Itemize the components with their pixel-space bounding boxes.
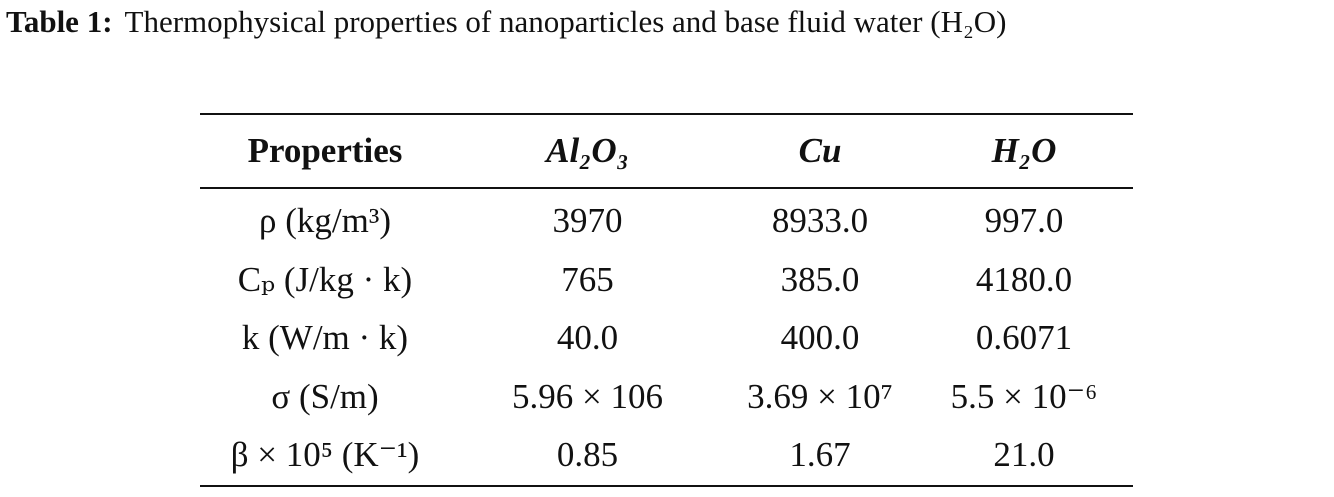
table-row: Cₚ (J/kg · k) 765 385.0 4180.0 xyxy=(200,251,1133,310)
column-header: H₂O xyxy=(991,131,1057,170)
column-header: Properties xyxy=(247,131,403,170)
cell: 0.6071 xyxy=(975,318,1073,358)
column-header: Cu xyxy=(798,131,842,170)
cell: 3.69 × 10⁷ xyxy=(747,376,893,416)
cell: 400.0 xyxy=(780,318,860,358)
cell: 3970 xyxy=(552,201,623,241)
table-row: k (W/m · k) 40.0 400.0 0.6071 xyxy=(200,309,1133,368)
column-header: Al₂O₃ xyxy=(546,131,629,170)
cell: 5.96 × 106 xyxy=(512,376,663,416)
row-label: Cₚ (J/kg · k) xyxy=(237,259,413,299)
row-label: k (W/m · k) xyxy=(241,318,409,358)
table-body: ρ (kg/m³) 3970 8933.0 997.0 Cₚ (J/kg · k) 765… xyxy=(200,188,1133,486)
header-row: Properties Al₂O₃ Cu H₂O xyxy=(200,114,1133,188)
cell: 8933.0 xyxy=(771,201,869,241)
cell: 765 xyxy=(561,259,614,299)
properties-table: Properties Al₂O₃ Cu H₂O ρ (kg/m³) 3970 8933.0… xyxy=(200,113,1133,487)
row-label: ρ (kg/m³) xyxy=(259,201,391,241)
table-header: Properties Al₂O₃ Cu H₂O xyxy=(200,114,1133,188)
cell: 40.0 xyxy=(556,318,619,358)
cell: 21.0 xyxy=(993,435,1055,475)
cell: 385.0 xyxy=(780,259,860,299)
cell: 1.67 xyxy=(789,435,851,475)
cell: 5.5 × 10⁻⁶ xyxy=(950,376,1098,416)
row-label: β × 10⁵ (K⁻¹) xyxy=(230,435,420,475)
table-row: ρ (kg/m³) 3970 8933.0 997.0 xyxy=(200,188,1133,251)
table-row: σ (S/m) 5.96 × 106 3.69 × 10⁷ 5.5 × 10⁻⁶ xyxy=(200,368,1133,427)
row-label: σ (S/m) xyxy=(271,376,379,416)
cell: 997.0 xyxy=(984,201,1064,241)
caption-label: Table 1: xyxy=(6,4,113,39)
table-row: β × 10⁵ (K⁻¹) 0.85 1.67 21.0 xyxy=(200,426,1133,486)
table-caption: Table 1: Thermophysical properties of nan… xyxy=(6,4,1006,40)
cell: 0.85 xyxy=(556,435,619,475)
cell: 4180.0 xyxy=(975,259,1073,299)
caption-text: Thermophysical properties of nanoparticl… xyxy=(124,4,1007,39)
